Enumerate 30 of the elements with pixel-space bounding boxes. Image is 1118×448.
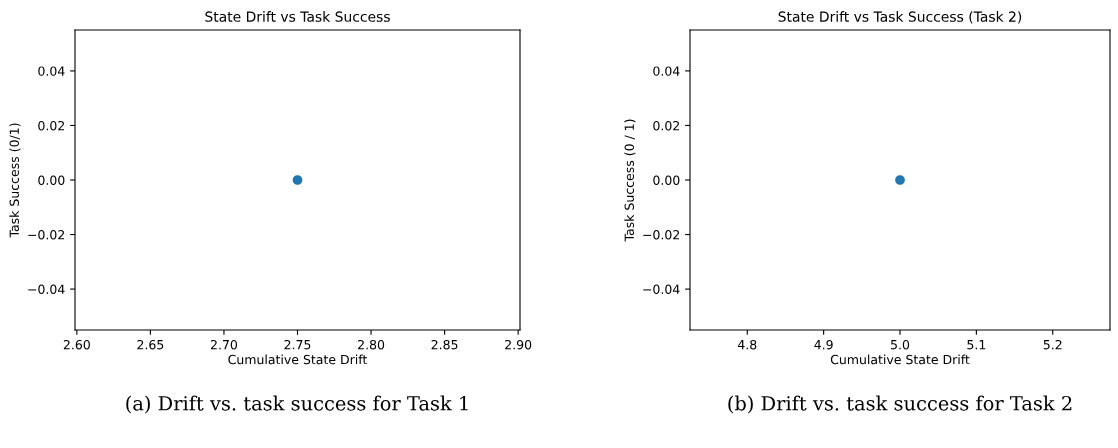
- x-tick-label: 5.1: [967, 340, 986, 350]
- y-tick-label: −0.04: [28, 284, 65, 295]
- y-tick-label: −0.02: [643, 230, 680, 240]
- chart-title: State Drift vs Task Success (Task 2): [778, 11, 1022, 24]
- y-tick-label: −0.04: [643, 284, 680, 295]
- y-tick-label: 0.02: [653, 120, 680, 131]
- x-axis-title: Cumulative State Drift: [228, 354, 368, 365]
- x-tick-label: 5.0: [891, 339, 910, 350]
- y-tick-label: 0.00: [38, 175, 65, 185]
- x-tick-label: 4.9: [814, 339, 833, 350]
- y-tick-label: −0.02: [28, 230, 65, 240]
- x-tick-label: 2.80: [358, 339, 385, 350]
- y-tick-label: 0.02: [38, 120, 65, 131]
- x-tick-label: 2.65: [137, 339, 164, 350]
- x-tick-label: 2.60: [63, 339, 90, 350]
- x-tick-label: 2.85: [431, 339, 458, 350]
- y-axis-title: Task Success (0/1): [9, 123, 21, 238]
- y-tick-label: 0.00: [653, 175, 680, 185]
- x-tick-label: 2.75: [284, 339, 311, 350]
- y-axis-title: Task Success (0 / 1): [624, 119, 636, 242]
- x-tick-label: 2.70: [210, 339, 238, 350]
- x-axis-title: Cumulative State Drift: [830, 354, 970, 365]
- x-tick-label: 4.8: [737, 339, 757, 350]
- y-tick-label: 0.04: [38, 66, 65, 76]
- x-tick-label: 2.90: [505, 339, 532, 350]
- y-tick-label: 0.04: [653, 66, 680, 76]
- text: (b) Drift vs. task success for Task 2: [728, 395, 1072, 414]
- text: (a) Drift vs. task success for Task 1: [126, 395, 468, 414]
- chart-title: State Drift vs Task Success: [205, 11, 390, 22]
- x-tick-label: 5.2: [1043, 339, 1062, 350]
